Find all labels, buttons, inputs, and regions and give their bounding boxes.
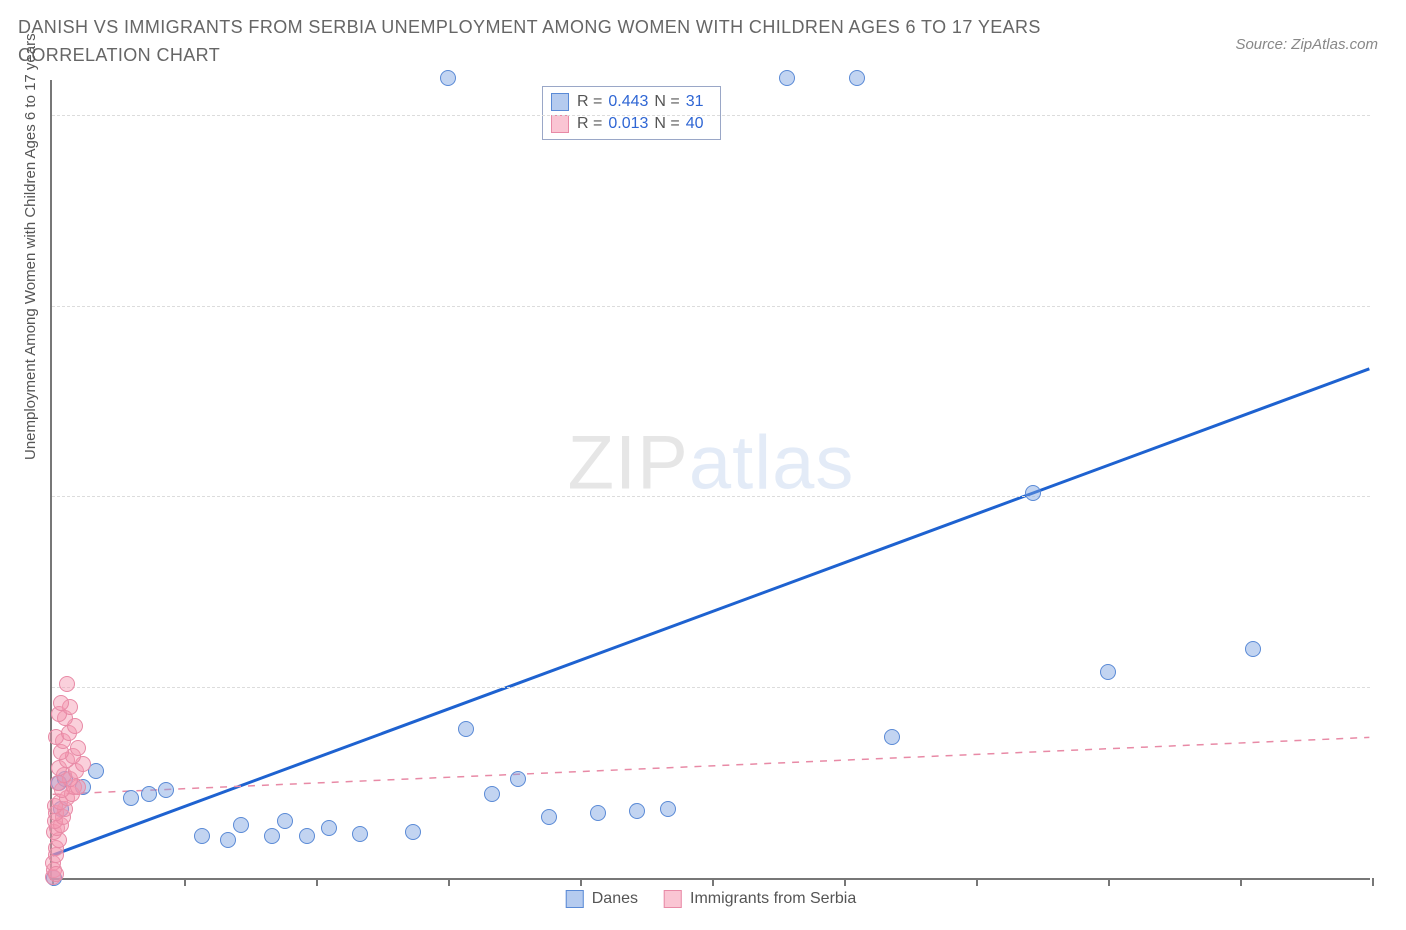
data-point-danes <box>458 721 474 737</box>
x-tick <box>844 878 846 886</box>
data-point-danes <box>123 790 139 806</box>
gridline <box>52 115 1370 116</box>
gridline <box>52 687 1370 688</box>
data-point-danes <box>629 803 645 819</box>
series-legend: Danes Immigrants from Serbia <box>566 890 857 908</box>
data-point-danes <box>194 828 210 844</box>
data-point-danes <box>484 786 500 802</box>
stats-row: R =0.443N =31 <box>551 91 710 113</box>
stats-row: R =0.013N =40 <box>551 113 710 135</box>
data-point-danes <box>1245 641 1261 657</box>
legend-swatch-icon <box>664 890 682 908</box>
data-point-danes <box>440 70 456 86</box>
data-point-danes <box>849 70 865 86</box>
data-point-danes <box>1100 664 1116 680</box>
data-point-danes <box>541 809 557 825</box>
x-tick <box>184 878 186 886</box>
gridline <box>52 306 1370 307</box>
x-tick <box>580 878 582 886</box>
data-point-danes <box>660 801 676 817</box>
x-tick <box>1108 878 1110 886</box>
x-tick <box>316 878 318 886</box>
data-point-danes <box>158 782 174 798</box>
x-tick <box>448 878 450 886</box>
legend-swatch-icon <box>551 93 569 111</box>
data-point-danes <box>299 828 315 844</box>
x-tick <box>712 878 714 886</box>
stat-text: R =0.443N =31 <box>577 93 710 111</box>
data-point-danes <box>321 820 337 836</box>
legend-item: Danes <box>566 890 638 908</box>
data-point-serbia <box>48 866 64 882</box>
data-point-serbia <box>59 676 75 692</box>
legend-label: Danes <box>592 890 638 908</box>
chart-title: DANISH VS IMMIGRANTS FROM SERBIA UNEMPLO… <box>18 14 1118 70</box>
data-point-danes <box>277 813 293 829</box>
data-point-danes <box>510 771 526 787</box>
data-point-danes <box>405 824 421 840</box>
data-point-danes <box>141 786 157 802</box>
stat-text: R =0.013N =40 <box>577 115 710 133</box>
data-point-danes <box>352 826 368 842</box>
data-point-danes <box>590 805 606 821</box>
data-point-danes <box>233 817 249 833</box>
data-point-serbia <box>53 695 69 711</box>
x-tick <box>1240 878 1242 886</box>
data-point-danes <box>884 729 900 745</box>
x-tick <box>976 878 978 886</box>
scatter-plot-area: ZIPatlas R =0.443N =31R =0.013N =40 Dane… <box>50 80 1370 880</box>
legend-swatch-icon <box>566 890 584 908</box>
trend-line-serbia <box>53 737 1370 794</box>
correlation-stats-box: R =0.443N =31 R =0.013N =40 <box>542 86 721 140</box>
legend-item: Immigrants from Serbia <box>664 890 856 908</box>
source-attribution: Source: ZipAtlas.com <box>1235 36 1378 53</box>
data-point-danes <box>264 828 280 844</box>
data-point-danes <box>220 832 236 848</box>
legend-label: Immigrants from Serbia <box>690 890 856 908</box>
trend-line-danes <box>53 369 1370 855</box>
gridline <box>52 496 1370 497</box>
legend-swatch-icon <box>551 115 569 133</box>
x-tick <box>1372 878 1374 886</box>
data-point-danes <box>779 70 795 86</box>
y-axis-label: Unemployment Among Women with Children A… <box>22 33 39 460</box>
data-point-danes <box>1025 485 1041 501</box>
trend-lines-layer <box>52 80 1370 878</box>
data-point-serbia <box>70 740 86 756</box>
